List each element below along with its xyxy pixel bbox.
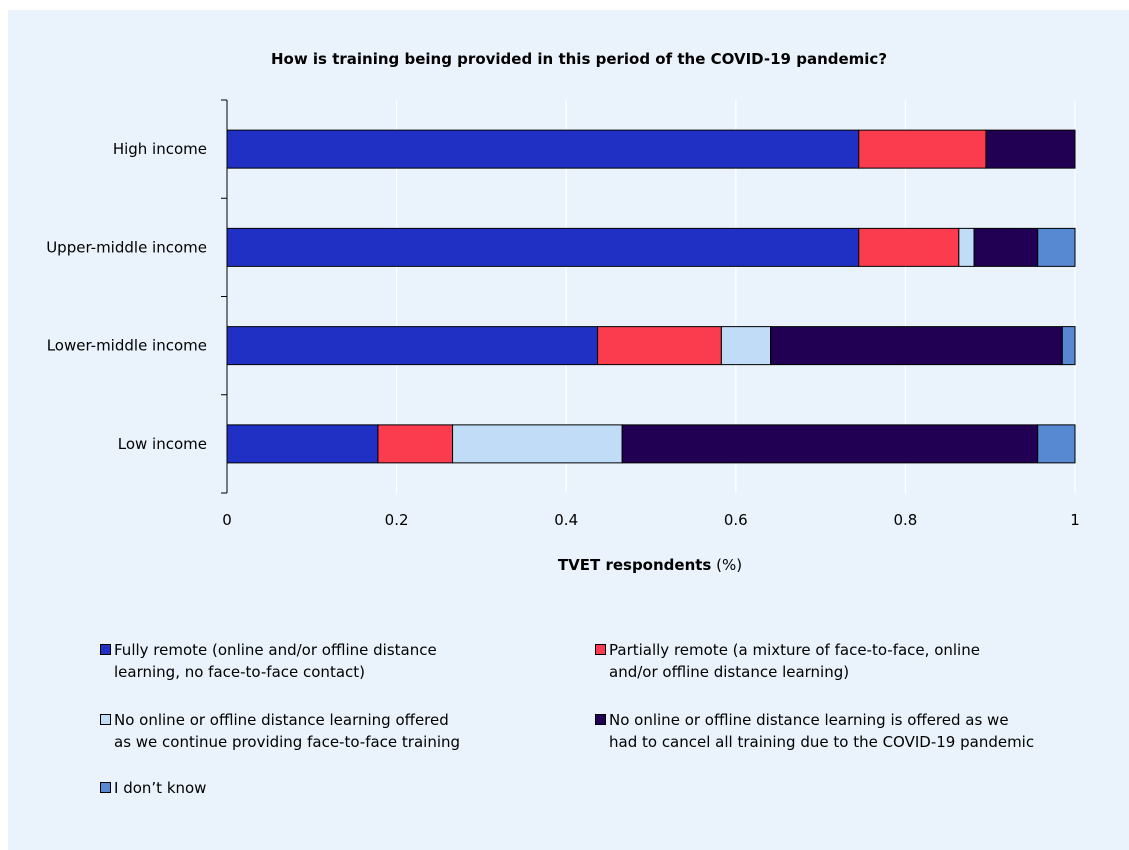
legend-item-partially-remote: Partially remote (a mixture of face-to-f… [595, 639, 1055, 683]
bar-segment [959, 228, 974, 266]
x-tick-label: 0.8 [893, 511, 917, 529]
legend-label-line1: No online or offline distance learning i… [595, 709, 1055, 731]
legend-label-line2: and/or offline distance learning) [595, 661, 1055, 683]
bar-segment [859, 130, 986, 168]
bar-segment [622, 425, 1038, 463]
legend-label-line1: Fully remote (online and/or offline dist… [100, 639, 560, 661]
bar-segment [1062, 327, 1075, 365]
bar-segment [598, 327, 722, 365]
bar-segment [721, 327, 770, 365]
legend-label-line2: as we continue providing face-to-face tr… [100, 731, 560, 753]
bars [227, 130, 1075, 463]
bar-segment [453, 425, 623, 463]
legend-swatch-fully-remote [100, 644, 111, 655]
bar-segment [1038, 425, 1075, 463]
bar-segment [227, 228, 859, 266]
category-label: High income [113, 140, 207, 158]
legend-label-line2: had to cancel all training due to the CO… [595, 731, 1055, 753]
legend-item-fully-remote: Fully remote (online and/or offline dist… [100, 639, 560, 683]
legend-label-line1: I don’t know [100, 777, 560, 799]
x-tick-label: 1 [1070, 511, 1080, 529]
legend-swatch-partially-remote [595, 644, 606, 655]
bar-segment [1038, 228, 1075, 266]
x-tick-label: 0 [222, 511, 232, 529]
x-tick-label: 0.4 [554, 511, 578, 529]
x-axis-title-unit: (%) [711, 556, 742, 574]
legend-label-line1: No online or offline distance learning o… [100, 709, 560, 731]
category-label: Lower-middle income [47, 337, 207, 355]
bar-segment [974, 228, 1038, 266]
x-axis-title-main: TVET respondents [558, 556, 712, 574]
bar-segment [859, 228, 959, 266]
category-label: Low income [118, 435, 207, 453]
legend-label-line2: learning, no face-to-face contact) [100, 661, 560, 683]
bar-segment [378, 425, 453, 463]
bar-segment [227, 130, 859, 168]
bar-segment [771, 327, 1063, 365]
chart-title: How is training being provided in this p… [271, 50, 887, 68]
bar-segment [986, 130, 1075, 168]
legend-swatch-cancelled [595, 714, 606, 725]
x-axis-title: TVET respondents (%) [558, 556, 742, 574]
bar-segment [227, 425, 378, 463]
category-label: Upper-middle income [46, 238, 207, 256]
legend-label-line1: Partially remote (a mixture of face-to-f… [595, 639, 1055, 661]
legend-item-cancelled: No online or offline distance learning i… [595, 709, 1055, 753]
x-tick-label: 0.2 [385, 511, 409, 529]
x-tick-label: 0.6 [724, 511, 748, 529]
legend-swatch-face-to-face [100, 714, 111, 725]
legend-item-face-to-face: No online or offline distance learning o… [100, 709, 560, 753]
legend-item-dont-know: I don’t know [100, 777, 560, 799]
legend-swatch-dont-know [100, 782, 111, 793]
bar-segment [227, 327, 598, 365]
